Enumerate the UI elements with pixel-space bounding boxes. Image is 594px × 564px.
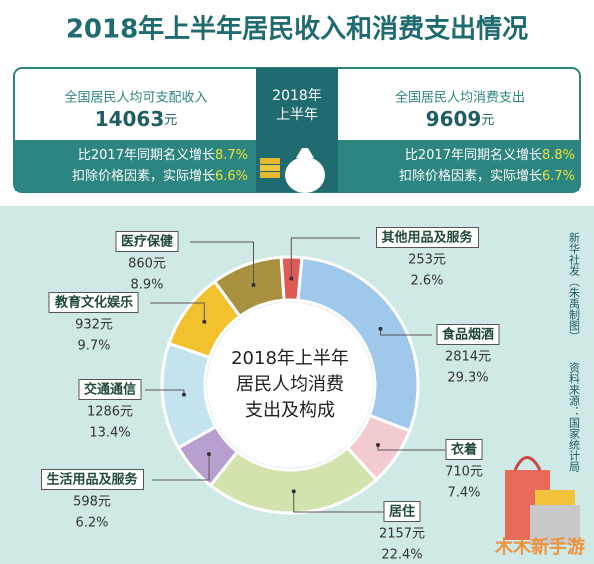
leader-line — [152, 454, 210, 481]
category-box — [78, 379, 142, 400]
amount-label: 2814元 — [445, 350, 491, 365]
category-box — [383, 501, 421, 522]
value-label: 2.6% — [410, 274, 443, 289]
category-label: 交通通信 — [84, 382, 136, 398]
category-label: 居住 — [389, 504, 415, 520]
category-box — [40, 469, 144, 490]
value-label: 13.4% — [89, 426, 130, 441]
leader-dot — [291, 489, 296, 494]
leader-line — [379, 328, 432, 336]
consumption-amount: 9609元 — [426, 107, 495, 131]
category-box — [445, 439, 483, 460]
category-label: 医疗保健 — [121, 234, 173, 250]
center-title: 居民人均消费 — [236, 374, 344, 395]
amount-label: 932元 — [75, 318, 113, 333]
category-label: 其他用品及服务 — [381, 230, 473, 246]
growth-value: 6.7% — [542, 169, 575, 184]
leader-dot — [207, 452, 212, 457]
amount-label: 860元 — [128, 257, 166, 272]
amount-label: 710元 — [445, 465, 483, 480]
donut-slice — [296, 255, 420, 433]
amount-label: 1286元 — [87, 405, 133, 420]
bags-decoration — [505, 456, 580, 545]
category-box — [115, 231, 179, 252]
leader-line — [290, 237, 360, 279]
income-label: 全国居民人均可支配收入 — [64, 90, 207, 106]
growth: 扣除价格因素，实际增长6.7% — [399, 168, 575, 184]
value-label: 22.4% — [381, 548, 422, 563]
donut-chart: 其他用品及服务 253元 2.6% 食品烟酒 2814元 29.3% 衣着 710元 7.4% 居… — [40, 227, 500, 563]
center-title: 2018年上半年 — [231, 348, 349, 369]
donut-slice — [212, 255, 286, 319]
period: 2018年 — [272, 88, 322, 104]
category-label: 教育文化娱乐 — [54, 295, 133, 311]
leader-dot — [251, 282, 256, 287]
amount-label: 2157元 — [379, 527, 425, 542]
amount-label: 598元 — [73, 495, 111, 510]
title: 2018年上半年居民收入和消费支出情况 — [66, 14, 528, 45]
credit: 新华社发（朱禹制图） — [568, 231, 581, 342]
amount-label: 253元 — [408, 253, 446, 268]
category-box — [375, 227, 479, 248]
category-box — [48, 292, 139, 313]
growth-label: 比2017年同期名义增长 — [405, 147, 542, 163]
value-label: 9.7% — [77, 339, 110, 354]
period: 上半年 — [276, 107, 318, 123]
unit: 元 — [164, 113, 177, 128]
leader-dot — [181, 392, 186, 397]
amount: 14063 — [95, 107, 165, 131]
leader-line — [190, 241, 255, 285]
growth: 扣除价格因素，实际增长6.6% — [72, 168, 248, 184]
consumption-label: 全国居民人均消费支出 — [395, 90, 525, 106]
category-box — [436, 324, 500, 345]
growth-value: 8.8% — [542, 148, 575, 163]
value-label: 6.2% — [75, 516, 108, 531]
leader-line — [150, 302, 205, 322]
growth-label: 扣除价格因素，实际增长 — [399, 168, 542, 184]
growth-value: 6.6% — [215, 169, 248, 184]
leader-line — [293, 491, 385, 513]
growth-label: 比2017年同期名义增长 — [78, 147, 215, 163]
center-title: 支出及构成 — [245, 400, 335, 421]
leader-dot — [289, 276, 294, 281]
watermark: 木木新手游 — [494, 536, 585, 558]
category-label: 生活用品及服务 — [46, 472, 138, 488]
growth: 比2017年同期名义增长8.8% — [405, 147, 575, 163]
amount: 9609 — [426, 107, 482, 131]
value-label: 7.4% — [447, 486, 480, 501]
growth: 比2017年同期名义增长8.7% — [78, 147, 248, 163]
growth-value: 8.7% — [215, 148, 248, 163]
value-label: 8.9% — [130, 278, 163, 293]
category-label: 衣着 — [451, 442, 477, 458]
value-label: 29.3% — [447, 371, 488, 386]
unit: 元 — [481, 113, 494, 128]
money-icon — [260, 148, 325, 193]
donut-hole — [207, 302, 373, 468]
leader-dot — [375, 442, 380, 447]
income-amount: 14063元 — [95, 107, 178, 131]
leader-dot — [202, 319, 207, 324]
growth-label: 扣除价格因素，实际增长 — [72, 168, 215, 184]
leader-dot — [378, 326, 383, 331]
source: 资料来源：国家统计局 — [568, 362, 581, 473]
category-label: 食品烟酒 — [442, 327, 494, 343]
